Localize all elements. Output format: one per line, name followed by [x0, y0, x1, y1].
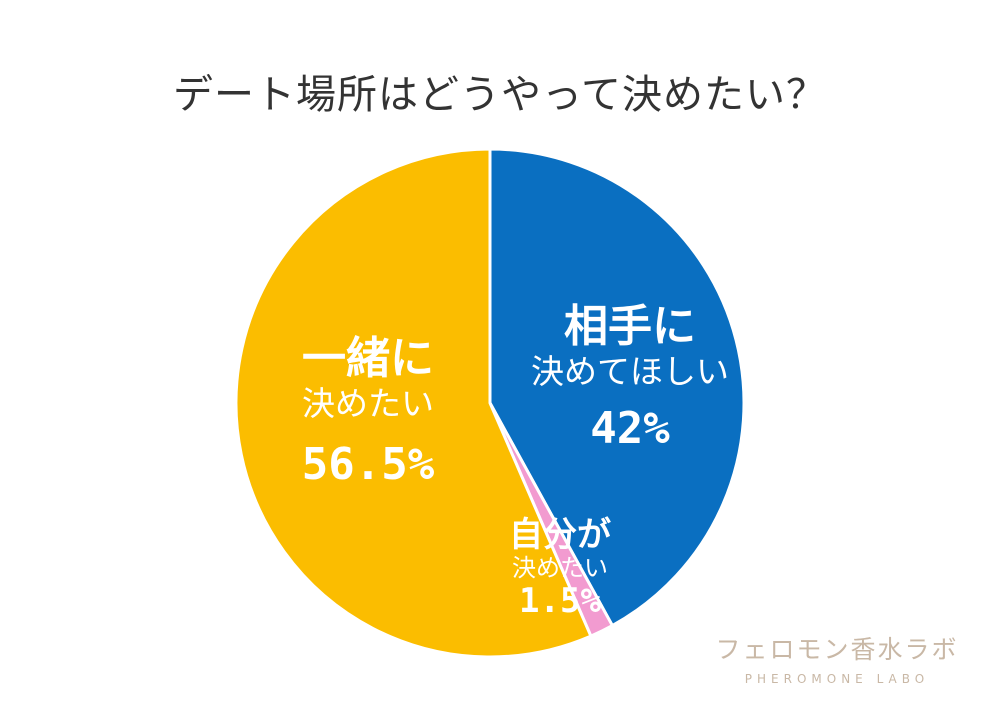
slice-label-partner-pct: 42%: [590, 403, 670, 454]
pie-slice-together: [234, 147, 593, 659]
watermark-logo: フェロモン香水ラボ PHEROMONE LABO: [712, 630, 962, 686]
pie-slice-partner: [488, 147, 746, 628]
watermark-name: フェロモン香水ラボ: [715, 635, 959, 664]
slice-label-together-line2: 決めたい: [302, 384, 434, 423]
slice-label-together: 一緒に 決めたい 56.5%: [258, 334, 478, 490]
watermark-subtitle: PHEROMONE LABO: [744, 672, 930, 686]
slice-label-partner: 相手に 決めてほしい 42%: [510, 302, 750, 454]
slice-label-partner-line1: 相手に: [564, 301, 696, 352]
slice-label-self-line2: 決めたい: [512, 554, 608, 582]
slice-label-self: 自分が 決めたい 1.5%: [480, 516, 640, 620]
slice-label-partner-line2: 決めてほしい: [531, 352, 729, 391]
slice-label-together-pct: 56.5%: [301, 439, 435, 490]
slice-label-self-line1: 自分が: [509, 515, 611, 555]
slice-label-self-pct: 1.5%: [519, 581, 601, 621]
chart-title: デート場所はどうやって決めたい？: [173, 72, 827, 118]
slice-label-together-line1: 一緒に: [302, 333, 434, 384]
